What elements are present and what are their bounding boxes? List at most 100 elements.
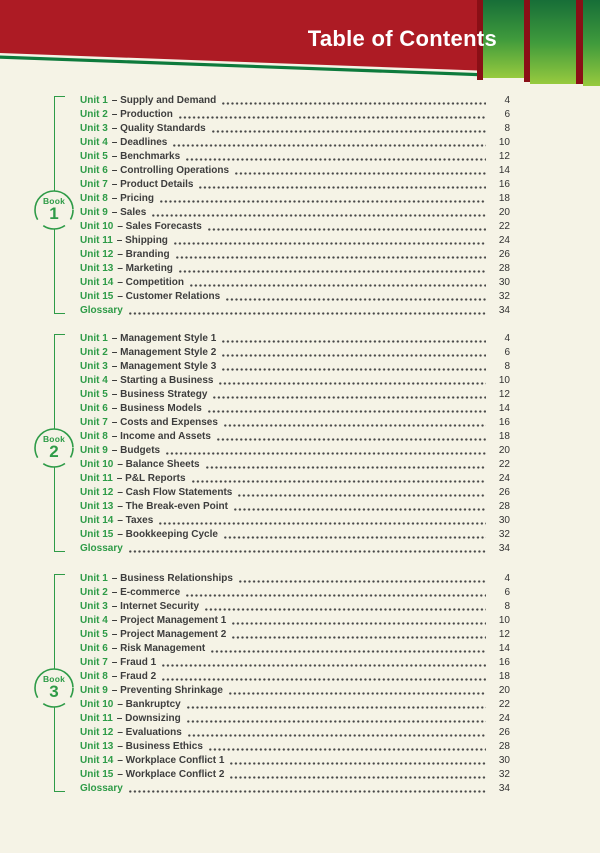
toc-row: Unit 4 – Deadlines 10 xyxy=(80,135,510,149)
dot-leader xyxy=(228,692,486,695)
page-number: 14 xyxy=(498,643,510,654)
unit-label: Unit 15 xyxy=(80,769,114,780)
unit-title: – Product Details xyxy=(111,179,194,190)
unit-title: – Balance Sheets xyxy=(117,459,200,470)
unit-label: Unit 7 xyxy=(80,417,108,428)
page-number: 28 xyxy=(498,501,510,512)
unit-label: Unit 14 xyxy=(80,755,114,766)
unit-label: Unit 2 xyxy=(80,587,108,598)
page-number: 18 xyxy=(498,193,510,204)
page-number: 4 xyxy=(504,95,510,106)
unit-label: Unit 8 xyxy=(80,431,108,442)
unit-label: Unit 14 xyxy=(80,515,114,526)
toc-row: Unit 15 – Workplace Conflict 2 32 xyxy=(80,767,510,781)
toc-row: Unit 1 – Supply and Demand 4 xyxy=(80,93,510,107)
spine-strip xyxy=(576,0,583,84)
unit-label: Unit 4 xyxy=(80,615,108,626)
unit-label: Unit 7 xyxy=(80,179,108,190)
dot-leader xyxy=(211,650,486,653)
page-number: 12 xyxy=(498,629,510,640)
unit-label: Unit 3 xyxy=(80,601,108,612)
toc-row: Glossary 34 xyxy=(80,303,510,317)
page-number: 26 xyxy=(498,249,510,260)
dot-leader xyxy=(160,200,486,203)
toc-row: Unit 11 – Downsizing 24 xyxy=(80,711,510,725)
dot-leader xyxy=(233,508,486,511)
dot-leader xyxy=(222,102,486,105)
dot-leader xyxy=(190,284,486,287)
unit-title: – Cash Flow Statements xyxy=(117,487,233,498)
dot-leader xyxy=(230,776,486,779)
page-number: 16 xyxy=(498,657,510,668)
dot-leader xyxy=(178,116,486,119)
unit-title: – Costs and Expenses xyxy=(111,417,218,428)
page-number: 14 xyxy=(498,165,510,176)
toc-row: Unit 14 – Workplace Conflict 1 30 xyxy=(80,753,510,767)
unit-title: – Sales xyxy=(111,207,147,218)
unit-title: – Bookkeeping Cycle xyxy=(117,529,218,540)
page-number: 20 xyxy=(498,445,510,456)
unit-title: – Income and Assets xyxy=(111,431,211,442)
dot-leader xyxy=(213,396,486,399)
toc-row: Unit 4 – Starting a Business 10 xyxy=(80,373,510,387)
unit-label: Glossary xyxy=(80,305,123,316)
book-section: Book 3 Unit 1 – Business Relationships 4… xyxy=(0,571,600,799)
toc-row: Unit 8 – Pricing 18 xyxy=(80,191,510,205)
dot-leader xyxy=(223,424,486,427)
unit-label: Unit 12 xyxy=(80,487,114,498)
toc-row: Unit 5 – Business Strategy 12 xyxy=(80,387,510,401)
book-badge: Book 1 xyxy=(32,188,76,232)
toc-row: Unit 15 – Customer Relations 32 xyxy=(80,289,510,303)
toc-row: Unit 15 – Bookkeeping Cycle 32 xyxy=(80,527,510,541)
toc-row: Unit 2 – Production 6 xyxy=(80,107,510,121)
page-number: 14 xyxy=(498,403,510,414)
dot-leader xyxy=(199,186,486,189)
unit-title: – P&L Reports xyxy=(116,473,186,484)
toc-row: Unit 2 – Management Style 2 6 xyxy=(80,345,510,359)
dot-leader xyxy=(216,438,486,441)
dot-leader xyxy=(208,748,486,751)
toc-row: Unit 3 – Quality Standards 8 xyxy=(80,121,510,135)
unit-title: – Supply and Demand xyxy=(111,95,217,106)
toc-row: Unit 1 – Business Relationships 4 xyxy=(80,571,510,585)
dot-leader xyxy=(175,256,486,259)
dot-leader xyxy=(152,214,486,217)
unit-label: Unit 9 xyxy=(80,445,108,456)
dot-leader xyxy=(230,762,486,765)
dot-leader xyxy=(232,636,486,639)
page-number: 22 xyxy=(498,459,510,470)
toc-rows: Unit 1 – Supply and Demand 4 Unit 2 – Pr… xyxy=(80,93,510,317)
badge-word: Book xyxy=(42,674,66,684)
unit-title: – Management Style 3 xyxy=(111,361,217,372)
unit-label: Unit 9 xyxy=(80,207,108,218)
page-number: 10 xyxy=(498,375,510,386)
badge-number: 3 xyxy=(49,682,59,701)
dot-leader xyxy=(223,536,486,539)
dot-leader xyxy=(162,678,486,681)
unit-label: Unit 13 xyxy=(80,263,114,274)
toc-row: Unit 1 – Management Style 1 4 xyxy=(80,331,510,345)
dot-leader xyxy=(128,550,486,553)
toc-row: Unit 14 – Competition 30 xyxy=(80,275,510,289)
spine-bar xyxy=(483,0,524,78)
page-number: 24 xyxy=(498,713,510,724)
page-number: 22 xyxy=(498,221,510,232)
unit-title: – Production xyxy=(111,109,173,120)
page-number: 18 xyxy=(498,671,510,682)
toc-row: Unit 12 – Branding 26 xyxy=(80,247,510,261)
badge-ring-icon xyxy=(34,428,74,468)
unit-title: – Management Style 2 xyxy=(111,347,217,358)
unit-label: Unit 11 xyxy=(80,473,113,484)
page-number: 10 xyxy=(498,615,510,626)
dot-leader xyxy=(178,270,486,273)
unit-label: Unit 11 xyxy=(80,235,113,246)
unit-title: – E-commerce xyxy=(111,587,181,598)
unit-title: – Preventing Shrinkage xyxy=(111,685,223,696)
book-badge: Book 2 xyxy=(32,426,76,470)
toc-rows: Unit 1 – Business Relationships 4 Unit 2… xyxy=(80,571,510,795)
page-number: 24 xyxy=(498,235,510,246)
unit-label: Glossary xyxy=(80,783,123,794)
unit-title: – Pricing xyxy=(111,193,155,204)
unit-title: – Business Ethics xyxy=(117,741,203,752)
